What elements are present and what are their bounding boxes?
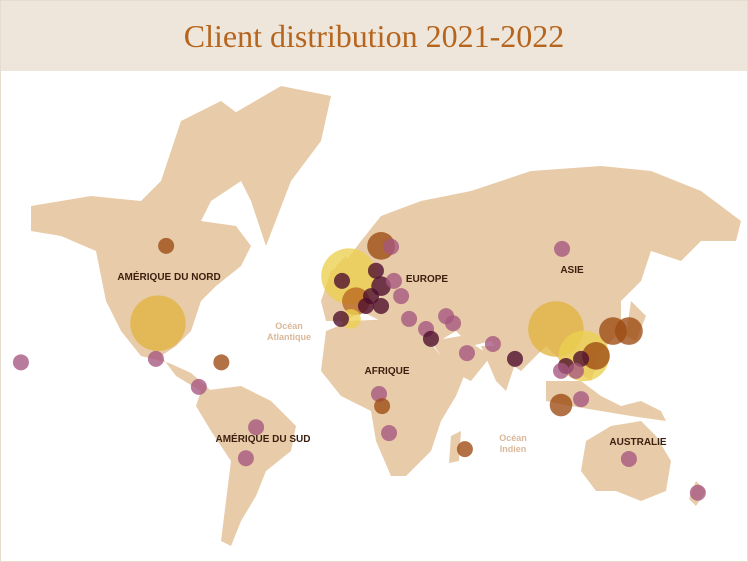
continent-label: ASIE: [560, 265, 584, 276]
continent-label: AMÉRIQUE DU SUD: [215, 432, 310, 445]
continent-label: AMÉRIQUE DU NORD: [117, 270, 220, 283]
bubble: [484, 336, 501, 353]
bubble: [573, 350, 590, 367]
bubble: [620, 450, 637, 467]
bubble: [385, 272, 402, 289]
bubble: [456, 441, 473, 458]
bubble: [689, 484, 706, 501]
bubble: [582, 342, 610, 370]
bubble: [12, 354, 29, 371]
continent-label: AFRIQUE: [365, 366, 410, 377]
bubble: [371, 385, 388, 402]
ocean-box: Océan Atlantique: [267, 321, 311, 342]
header: Client distribution 2021-2022: [1, 1, 747, 71]
bubble: [401, 310, 418, 327]
bubble: [553, 362, 570, 379]
bubble: [334, 272, 350, 289]
bubble: [357, 297, 374, 314]
continent-label: AUSTRALIE: [609, 437, 667, 448]
bubble: [367, 262, 384, 279]
bubble: [213, 354, 230, 371]
bubble: [615, 317, 643, 345]
bubble: [422, 330, 439, 347]
bubble: [445, 315, 462, 332]
continent-label: EUROPE: [406, 274, 449, 285]
bubble: [554, 240, 571, 257]
bubble: [374, 398, 391, 415]
bubble: [130, 295, 186, 351]
bubble: [573, 391, 590, 408]
bubble: [549, 393, 573, 417]
bubble: [381, 425, 398, 442]
ocean-label: Océan Indien: [499, 433, 527, 454]
bubble: [237, 450, 254, 467]
bubble: [147, 350, 164, 367]
bubble: [373, 297, 390, 314]
ocean-box: Océan Indien: [499, 433, 527, 454]
bubble: [383, 238, 400, 255]
title: Client distribution 2021-2022: [183, 17, 565, 54]
bubble: [248, 419, 265, 436]
bubble: [458, 345, 475, 362]
bubble: [393, 288, 410, 305]
bubble: [567, 362, 584, 379]
bubble: [158, 237, 175, 254]
bubbles: [12, 232, 706, 501]
bubble: [332, 310, 349, 327]
ocean-label: Océan Atlantique: [267, 321, 311, 342]
bubble: [190, 378, 207, 395]
bubble: [507, 350, 524, 367]
